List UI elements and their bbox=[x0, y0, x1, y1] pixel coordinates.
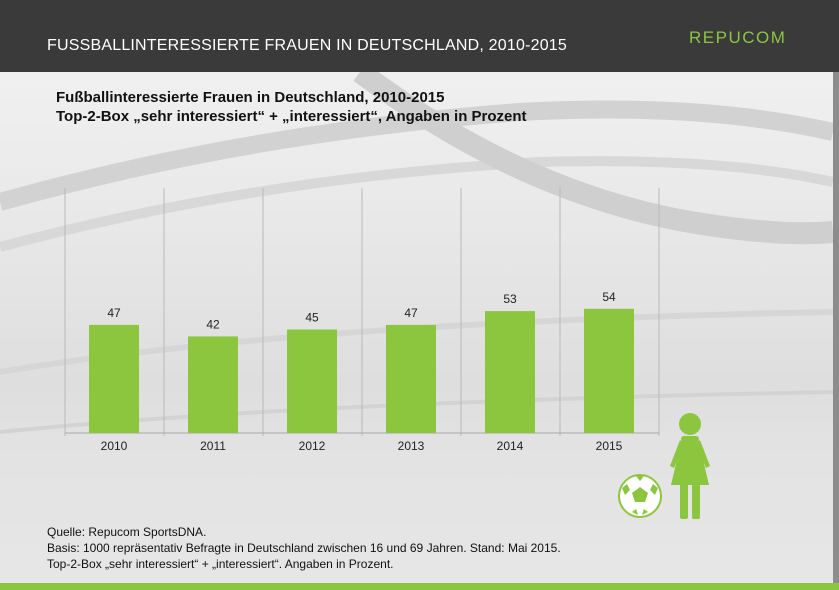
x-tick-label: 2012 bbox=[299, 439, 326, 453]
right-edge-bar bbox=[833, 72, 839, 583]
illustration bbox=[618, 413, 710, 519]
bottom-accent-bar bbox=[0, 583, 839, 590]
x-tick-label: 2014 bbox=[497, 439, 524, 453]
woman-icon bbox=[670, 413, 710, 519]
basis-line: Basis: 1000 repräsentativ Befragte in De… bbox=[47, 541, 561, 555]
note-line: Top-2-Box „sehr interessiert“ + „interes… bbox=[47, 557, 394, 571]
bar bbox=[485, 311, 535, 433]
data-label: 45 bbox=[305, 311, 319, 325]
stadium-background bbox=[0, 72, 833, 583]
x-tick-label: 2013 bbox=[398, 439, 425, 453]
chart-title: Fußballinteressierte Frauen in Deutschla… bbox=[56, 89, 445, 106]
x-tick-label: 2015 bbox=[596, 439, 623, 453]
chart-subtitle: Top-2-Box „sehr interessiert“ + „interes… bbox=[56, 108, 527, 125]
repucom-logo: REPUCOM bbox=[689, 28, 787, 47]
x-tick-label: 2010 bbox=[101, 439, 128, 453]
bar bbox=[584, 308, 634, 433]
soccer-ball-icon bbox=[618, 474, 662, 518]
data-label: 47 bbox=[107, 306, 121, 320]
header-bar: FUSSBALLINTERESSIERTE FRAUEN IN DEUTSCHL… bbox=[0, 0, 839, 72]
data-label: 47 bbox=[404, 306, 418, 320]
bar bbox=[188, 336, 238, 433]
data-label: 42 bbox=[206, 317, 220, 331]
x-tick-label: 2011 bbox=[200, 439, 226, 453]
data-label: 54 bbox=[602, 290, 616, 304]
source-line: Quelle: Repucom SportsDNA. bbox=[47, 525, 207, 539]
bar bbox=[287, 329, 337, 433]
data-label: 53 bbox=[503, 292, 517, 306]
page-title: FUSSBALLINTERESSIERTE FRAUEN IN DEUTSCHL… bbox=[47, 37, 567, 54]
bar bbox=[89, 324, 139, 433]
bar bbox=[386, 324, 436, 433]
source-notes: Quelle: Repucom SportsDNA. Basis: 1000 r… bbox=[47, 524, 561, 572]
